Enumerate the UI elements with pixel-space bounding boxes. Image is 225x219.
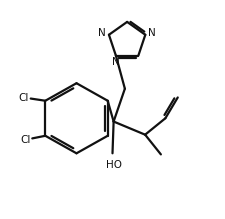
Text: N: N: [98, 28, 106, 38]
Text: Cl: Cl: [20, 134, 31, 145]
Text: HO: HO: [106, 160, 122, 170]
Text: Cl: Cl: [18, 93, 29, 103]
Text: N: N: [112, 57, 120, 67]
Text: N: N: [148, 28, 156, 38]
